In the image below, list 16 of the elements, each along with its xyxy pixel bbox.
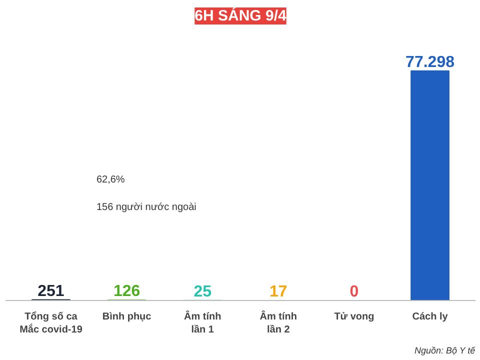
data-label: 77.298 [406, 54, 455, 71]
data-label: 0 [350, 284, 359, 300]
data-label: 251 [38, 282, 64, 300]
data-label: 25 [194, 283, 212, 300]
chart-title: 6H SÁNG 9/4 [194, 6, 288, 24]
text: Nguồn: Bộ Y tế [414, 346, 476, 356]
x-tick-label: Âm tính lần 1 [184, 310, 222, 336]
x-tick-label: Tử vong [334, 312, 374, 322]
x-tick-label: Tổng số ca Mắc covid-19 [20, 310, 83, 336]
annotation: 156 người nước ngoài [96, 202, 196, 214]
annotation: 62,6% [96, 174, 125, 186]
x-tick-label: Bình phục [102, 312, 152, 322]
x-tick-label: Cách ly [412, 312, 448, 322]
data-label: 17 [270, 283, 288, 300]
data-label: 126 [113, 283, 140, 300]
x-tick-label: Âm tính lần 2 [260, 310, 298, 336]
